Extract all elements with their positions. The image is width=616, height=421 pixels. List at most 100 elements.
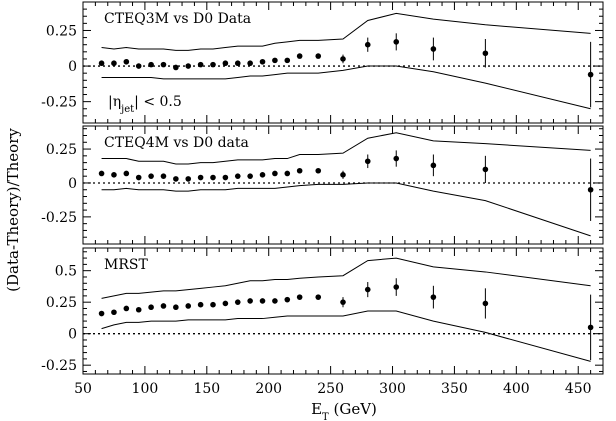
data-point <box>430 46 437 52</box>
data-point <box>160 303 167 309</box>
y-tick-label: 0.25 <box>46 295 77 311</box>
data-point <box>296 53 303 59</box>
data-point <box>247 298 253 304</box>
data-point <box>148 173 154 179</box>
data-point <box>272 170 278 177</box>
data-point <box>482 300 489 307</box>
band-upper-line <box>101 257 591 299</box>
data-point <box>111 172 117 178</box>
data-point <box>135 306 142 313</box>
x-axis-label-sub: T <box>322 412 329 421</box>
data-point <box>98 310 105 317</box>
data-point <box>340 56 346 62</box>
data-point <box>393 155 400 162</box>
y-tick-label: 0 <box>68 59 77 75</box>
data-point <box>210 61 216 68</box>
data-point <box>284 296 291 303</box>
band-lower-line <box>101 182 591 237</box>
data-point <box>364 158 371 165</box>
x-axis-label: ET (GeV) <box>311 400 377 421</box>
y-tick-label: 0.25 <box>46 142 77 158</box>
data-point <box>340 299 346 305</box>
x-tick-label: 350 <box>441 381 468 397</box>
data-point <box>210 174 216 181</box>
x-tick-label: 50 <box>74 381 92 397</box>
data-point <box>482 50 489 57</box>
eta-cut-sub: jet <box>120 104 134 115</box>
y-tick-label: 0 <box>68 176 77 192</box>
data-point <box>364 286 371 293</box>
data-point <box>259 298 266 304</box>
data-point <box>430 294 437 300</box>
data-point <box>247 173 253 179</box>
panel-2: -0.25 0 0.25 CTEQ4M vs D0 data <box>41 125 604 245</box>
data-point <box>173 304 179 311</box>
data-point <box>296 167 303 174</box>
data-point <box>315 167 322 174</box>
data-point <box>315 53 322 59</box>
eta-cut-rest: | < 0.5 <box>134 94 182 110</box>
y-tick-label: 0 <box>68 327 77 343</box>
data-point <box>393 39 400 45</box>
data-point <box>185 63 192 69</box>
data-point <box>123 305 130 312</box>
x-tick-label: 100 <box>132 381 159 397</box>
data-point <box>148 304 154 311</box>
data-point <box>98 60 105 67</box>
panel-1: -0.25 0 0.25 CTEQ3M vs D0 Data |ηjet| < 0.5 <box>41 1 604 124</box>
data-point <box>234 173 241 179</box>
data-point <box>173 64 179 71</box>
data-point <box>482 166 489 173</box>
y-tick-label: -0.25 <box>41 95 77 111</box>
y-tick-label: 0.5 <box>55 264 77 280</box>
y-tick-label: -0.25 <box>41 358 77 374</box>
band-upper-line <box>101 12 591 51</box>
panel-title: MRST <box>104 257 148 273</box>
x-tick-label: 400 <box>503 381 530 397</box>
x-tick-label: 150 <box>193 381 220 397</box>
data-point <box>135 63 142 69</box>
data-point <box>247 60 253 67</box>
y-tick-label: -0.25 <box>41 210 77 226</box>
eta-cut-main: |η <box>108 94 121 110</box>
data-point <box>284 170 291 177</box>
y-axis-label: (Data-Theory)/Theory <box>4 128 22 292</box>
data-point <box>185 303 192 309</box>
data-point <box>234 60 241 67</box>
data-point <box>135 174 142 181</box>
data-point <box>315 294 322 300</box>
data-point <box>123 170 130 177</box>
data-point <box>587 71 594 78</box>
panel-3: -0.25 0 0.25 0.5 MRST <box>41 247 604 375</box>
data-point <box>430 162 437 169</box>
data-point <box>284 57 291 64</box>
x-tick-label: 200 <box>255 381 282 397</box>
x-tick-label: 250 <box>317 381 344 397</box>
data-point <box>197 174 204 181</box>
data-point <box>160 61 167 68</box>
data-point <box>587 324 594 331</box>
panel-frame <box>82 247 604 375</box>
data-point <box>197 301 204 308</box>
data-point <box>340 172 346 178</box>
data-point <box>185 176 192 182</box>
x-tick-label: 450 <box>565 381 592 397</box>
panels: -0.25 0 0.25 CTEQ3M vs D0 Data |ηjet| < 0.5 -… <box>41 1 604 375</box>
x-axis-label-main: E <box>311 400 322 418</box>
x-axis-label-rest: (GeV) <box>329 400 377 418</box>
data-point <box>296 294 303 300</box>
data-point <box>259 58 266 65</box>
data-point <box>272 57 278 64</box>
data-point <box>393 284 400 290</box>
data-point <box>587 186 594 193</box>
eta-cut-annotation: |ηjet| < 0.5 <box>108 94 182 115</box>
panel-title: CTEQ3M vs D0 Data <box>104 11 251 27</box>
data-point <box>259 172 266 178</box>
data-point <box>160 173 167 179</box>
band-lower-line <box>101 65 591 110</box>
data-point <box>173 176 179 182</box>
data-point <box>123 58 130 65</box>
data-point <box>111 60 117 67</box>
data-point <box>148 61 154 68</box>
